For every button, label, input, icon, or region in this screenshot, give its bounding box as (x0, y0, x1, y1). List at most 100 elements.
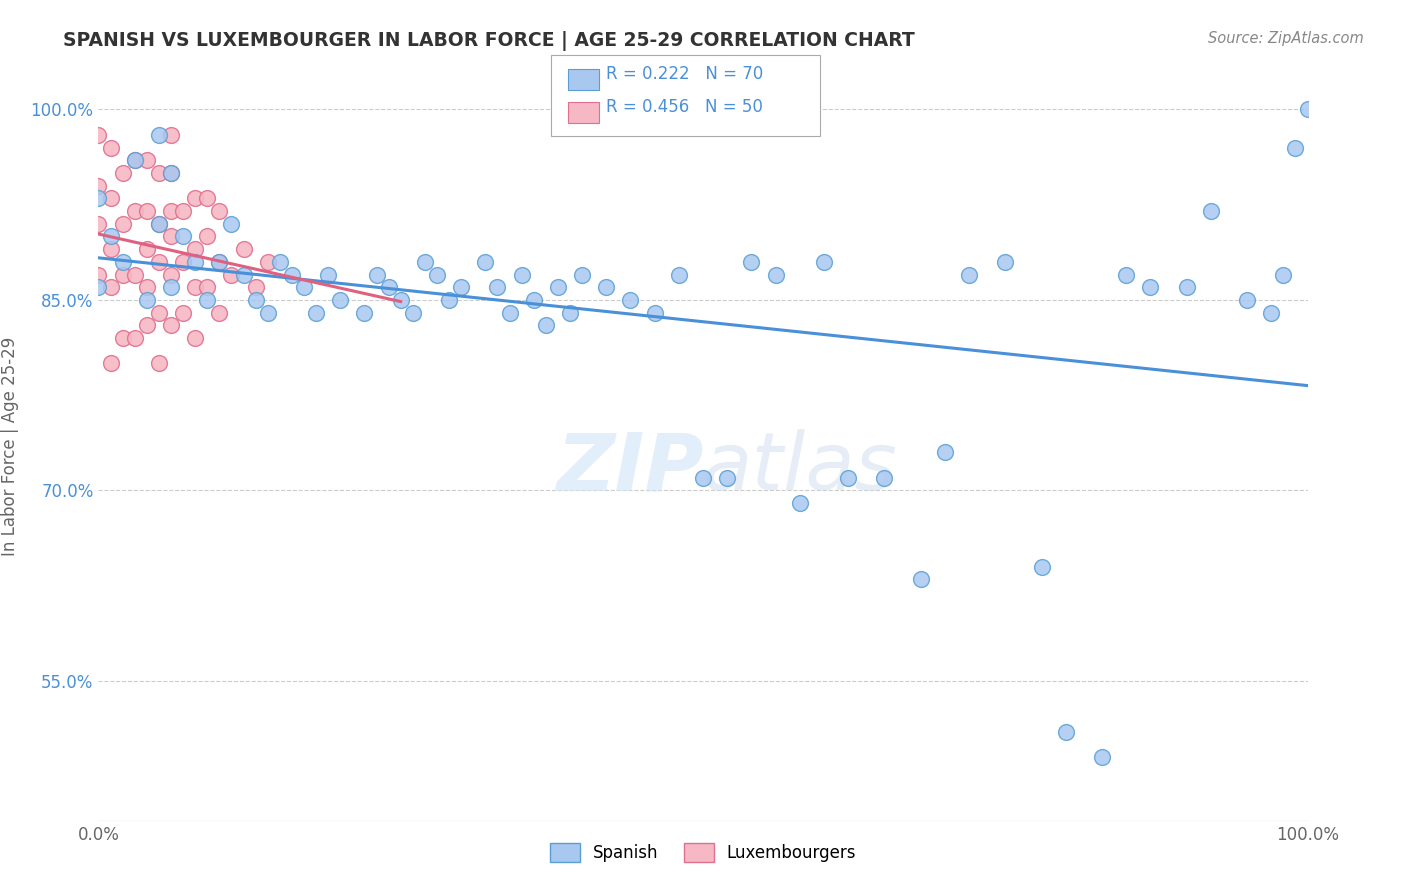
Point (195, 191, 218, 205)
Point (184, 331, 207, 345)
Text: R = 0.222   N = 70: R = 0.222 N = 70 (606, 65, 763, 83)
Point (124, 268, 146, 282)
Point (172, 204, 194, 219)
Point (305, 306, 328, 320)
Point (160, 166, 183, 180)
Point (100, 229, 122, 244)
Point (281, 268, 304, 282)
Point (571, 268, 593, 282)
Point (87, 128, 110, 142)
Point (994, 255, 1017, 269)
Point (87, 191, 110, 205)
Point (547, 280, 569, 294)
Point (100, 356, 122, 370)
Point (437, 293, 460, 307)
Point (789, 496, 811, 510)
Point (160, 229, 183, 244)
Point (135, 280, 157, 294)
Point (184, 242, 207, 256)
Point (353, 306, 375, 320)
Point (232, 268, 254, 282)
Point (148, 128, 170, 142)
Point (160, 280, 183, 294)
Point (402, 306, 425, 320)
Point (366, 268, 388, 282)
Point (1091, 750, 1114, 764)
Point (100, 242, 122, 256)
Point (1284, 140, 1306, 154)
Point (1236, 293, 1258, 307)
Point (135, 153, 157, 168)
Point (148, 255, 170, 269)
Point (813, 255, 835, 269)
Point (873, 471, 896, 485)
Point (837, 471, 859, 485)
Point (426, 268, 449, 282)
Point (1272, 268, 1295, 282)
Point (377, 280, 399, 294)
Point (208, 255, 231, 269)
Point (111, 331, 134, 345)
Point (692, 471, 714, 485)
Point (619, 293, 641, 307)
Point (292, 280, 315, 294)
Point (910, 572, 932, 586)
Point (486, 280, 509, 294)
Point (644, 306, 666, 320)
Point (87, 280, 110, 294)
Y-axis label: In Labor Force | Age 25-29: In Labor Force | Age 25-29 (1, 336, 20, 556)
Point (148, 217, 170, 231)
Point (184, 255, 207, 269)
Point (100, 140, 122, 154)
Point (765, 268, 787, 282)
Point (1031, 559, 1053, 574)
Point (510, 268, 533, 282)
Point (474, 255, 496, 269)
Point (100, 280, 122, 294)
Point (135, 204, 157, 219)
Point (87, 178, 110, 193)
Point (124, 331, 146, 345)
Point (716, 471, 738, 485)
Point (934, 445, 956, 459)
Point (316, 268, 339, 282)
Point (595, 280, 617, 294)
Point (195, 229, 218, 244)
Point (450, 280, 472, 294)
Point (1175, 280, 1198, 294)
Point (668, 268, 690, 282)
Point (1139, 280, 1161, 294)
Point (523, 293, 546, 307)
Text: atlas: atlas (703, 429, 898, 508)
Point (148, 356, 170, 370)
Point (208, 204, 231, 219)
Point (413, 255, 436, 269)
Point (87, 217, 110, 231)
Point (195, 280, 218, 294)
Point (221, 268, 243, 282)
Text: SPANISH VS LUXEMBOURGER IN LABOR FORCE | AGE 25-29 CORRELATION CHART: SPANISH VS LUXEMBOURGER IN LABOR FORCE |… (63, 31, 915, 51)
Point (184, 280, 207, 294)
Text: Source: ZipAtlas.com: Source: ZipAtlas.com (1208, 31, 1364, 46)
Point (135, 318, 157, 333)
Point (269, 255, 291, 269)
Point (957, 268, 980, 282)
Point (111, 166, 134, 180)
Point (245, 280, 267, 294)
Point (172, 255, 194, 269)
Text: ZIP: ZIP (555, 429, 703, 508)
Point (1260, 306, 1282, 320)
Point (111, 255, 134, 269)
Point (221, 217, 243, 231)
Point (160, 318, 183, 333)
Point (148, 306, 170, 320)
Point (111, 268, 134, 282)
Point (160, 268, 183, 282)
Point (232, 242, 254, 256)
Point (256, 255, 278, 269)
Point (135, 293, 157, 307)
Point (1296, 103, 1319, 117)
Point (160, 204, 183, 219)
Point (160, 166, 183, 180)
Point (124, 153, 146, 168)
